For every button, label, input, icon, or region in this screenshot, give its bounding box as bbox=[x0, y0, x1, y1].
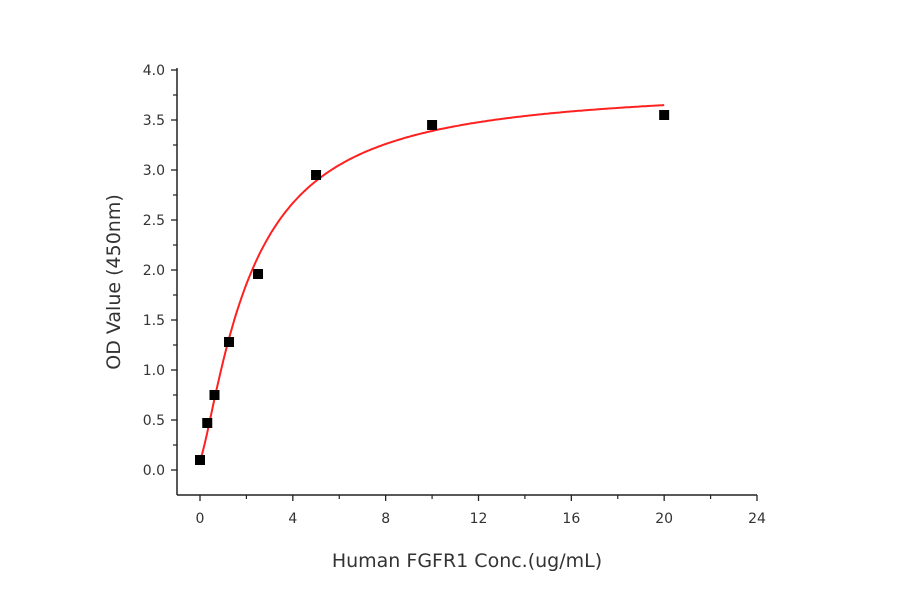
data-points bbox=[195, 110, 670, 465]
axes: 0 4 8 12 16 20 24 0.0 0.5 1.0 1.5 2.0 2.5 3.0 3.5 4.0 bbox=[143, 63, 766, 527]
fit-curve-group bbox=[199, 104, 665, 461]
x-tick-label: 0 bbox=[196, 511, 205, 527]
data-point bbox=[311, 170, 322, 180]
y-tick-label: 3.0 bbox=[143, 163, 165, 179]
y-tick-label: 2.5 bbox=[143, 213, 165, 229]
data-point bbox=[202, 418, 213, 428]
y-tick-label: 3.5 bbox=[143, 113, 165, 129]
x-tick-label: 8 bbox=[381, 511, 390, 527]
x-tick-label: 24 bbox=[748, 511, 766, 527]
x-tick-label: 4 bbox=[288, 511, 297, 527]
x-tick-label: 16 bbox=[562, 511, 580, 527]
data-point bbox=[209, 390, 220, 400]
data-point bbox=[427, 120, 438, 130]
x-tick-label: 20 bbox=[655, 511, 673, 527]
y-tick-label: 0.0 bbox=[143, 463, 165, 479]
y-tick-label: 4.0 bbox=[143, 63, 165, 79]
y-tick-label: 2.0 bbox=[143, 263, 165, 279]
data-point bbox=[253, 269, 264, 279]
data-point bbox=[195, 455, 205, 465]
y-tick-label: 1.0 bbox=[143, 363, 165, 379]
x-axis-label: Human FGFR1 Conc.(ug/mL) bbox=[332, 550, 602, 572]
y-tick-label: 0.5 bbox=[143, 413, 165, 429]
data-point bbox=[224, 337, 235, 347]
x-tick-label: 12 bbox=[470, 511, 488, 527]
data-point bbox=[659, 110, 670, 120]
y-axis-label: OD Value (450nm) bbox=[103, 194, 125, 369]
fit-curve bbox=[199, 104, 665, 461]
y-tick-label: 1.5 bbox=[143, 313, 165, 329]
